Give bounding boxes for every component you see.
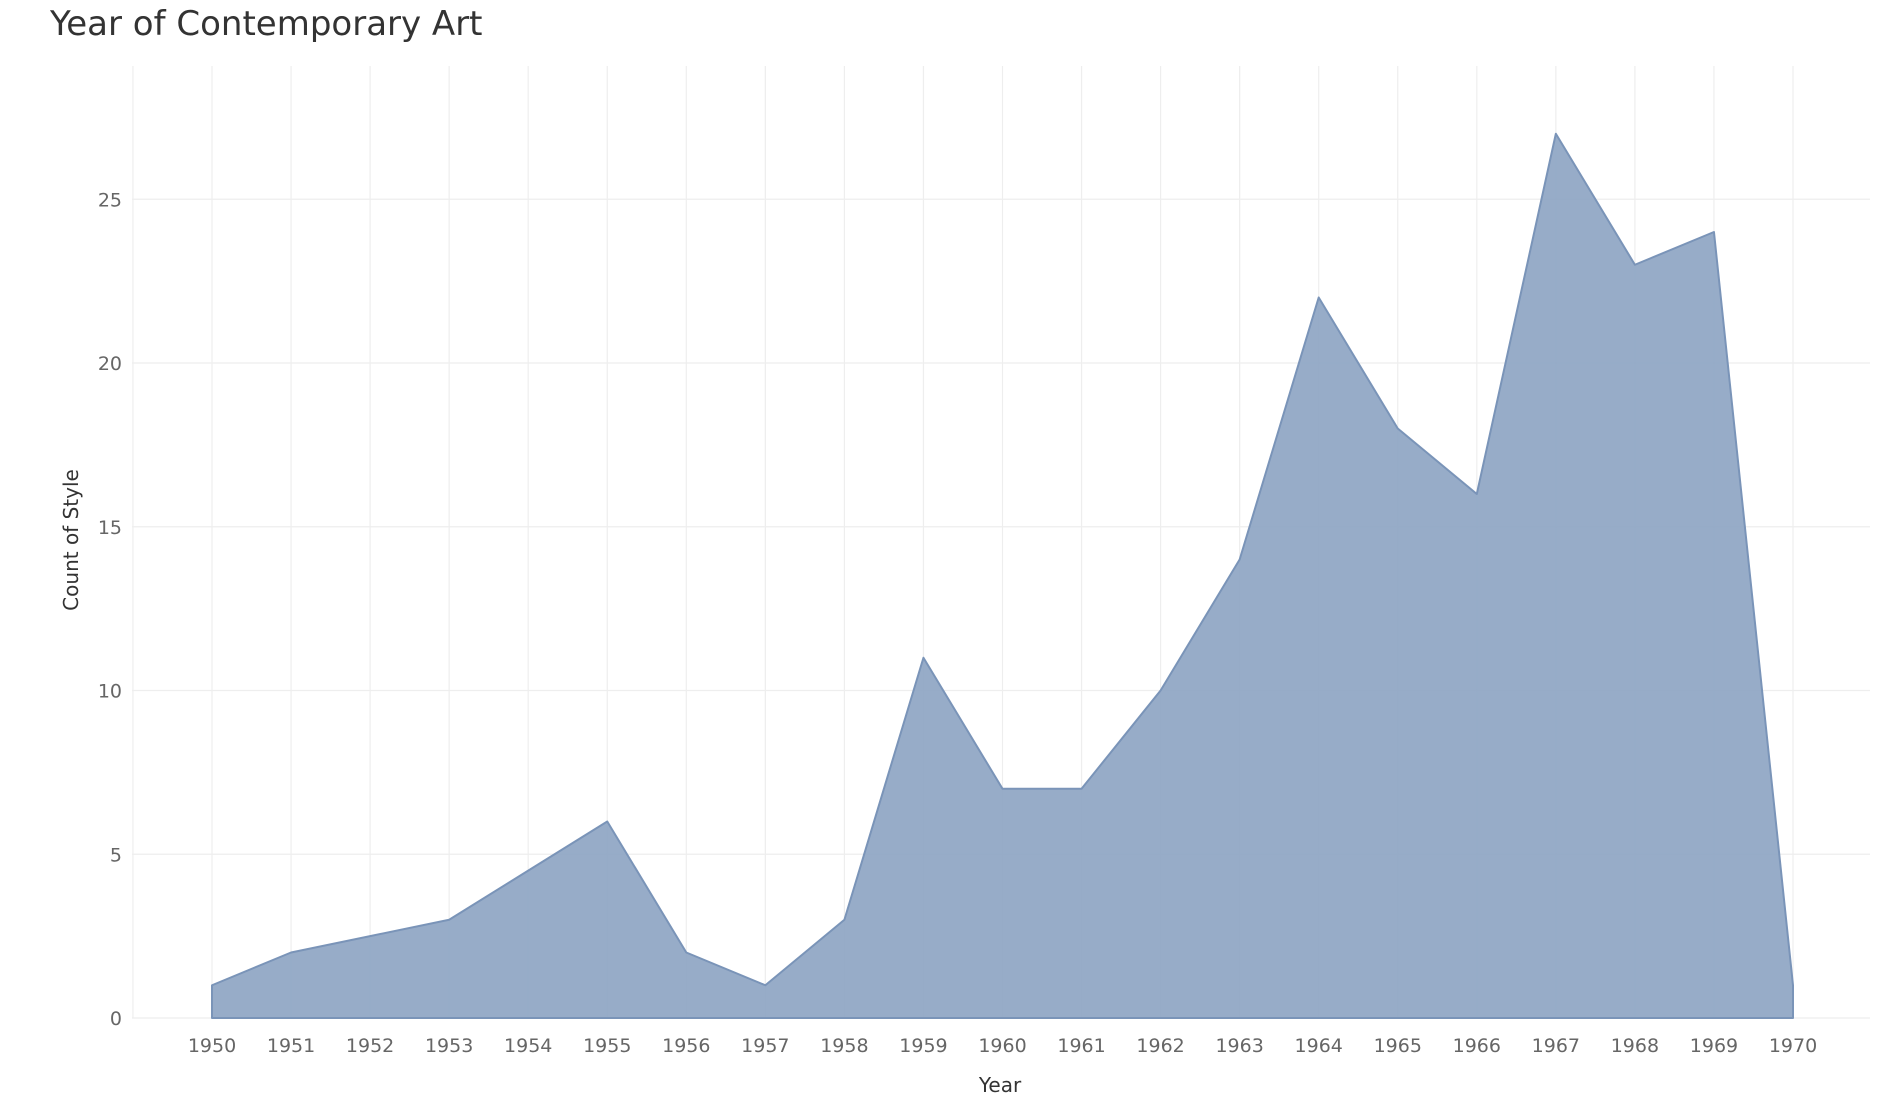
data-point-1955 [605, 820, 609, 824]
data-point-1962 [1159, 689, 1163, 693]
x-tick-label: 1952 [346, 1035, 394, 1057]
x-tick-label: 1967 [1532, 1035, 1580, 1057]
data-point-1957 [763, 983, 767, 987]
x-tick-label: 1954 [504, 1035, 552, 1057]
y-tick-label: 25 [98, 189, 122, 211]
area-series [210, 132, 1795, 1019]
data-point-1950 [210, 983, 214, 987]
data-point-1960 [1001, 787, 1005, 791]
x-tick-label: 1959 [899, 1035, 947, 1057]
x-axis-ticks: 1950 1951 1952 1953 1954 1955 1956 1957 1958 1959… [188, 1035, 1817, 1057]
x-tick-label: 1951 [267, 1035, 315, 1057]
x-tick-label: 1968 [1611, 1035, 1659, 1057]
y-tick-label: 20 [98, 353, 122, 375]
y-tick-label: 5 [110, 844, 122, 866]
x-tick-label: 1965 [1374, 1035, 1422, 1057]
chart-title: Year of Contemporary Art [50, 4, 483, 44]
x-tick-label: 1962 [1136, 1035, 1184, 1057]
data-point-1951 [289, 951, 293, 955]
y-axis-ticks: 0 5 10 15 20 25 [98, 189, 122, 1030]
x-tick-label: 1969 [1690, 1035, 1738, 1057]
data-point-1956 [684, 951, 688, 955]
data-point-1959 [921, 656, 925, 660]
data-point-1969 [1712, 230, 1716, 234]
x-tick-label: 1966 [1453, 1035, 1501, 1057]
y-tick-label: 15 [98, 517, 122, 539]
data-point-1958 [842, 918, 846, 922]
x-tick-label: 1970 [1769, 1035, 1817, 1057]
data-point-1970 [1791, 983, 1795, 987]
data-point-1961 [1080, 787, 1084, 791]
data-point-1952 [368, 934, 372, 938]
area-fill [211, 132, 1794, 1019]
x-tick-label: 1963 [1215, 1035, 1263, 1057]
x-tick-label: 1956 [662, 1035, 710, 1057]
data-point-1967 [1554, 132, 1558, 136]
x-tick-label: 1960 [978, 1035, 1026, 1057]
x-tick-label: 1958 [820, 1035, 868, 1057]
x-axis-title: Year [978, 1073, 1022, 1097]
y-tick-label: 10 [98, 681, 122, 703]
data-point-1964 [1317, 296, 1321, 300]
x-tick-label: 1953 [425, 1035, 473, 1057]
data-point-1966 [1475, 492, 1479, 496]
x-tick-label: 1950 [188, 1035, 236, 1057]
data-point-1963 [1238, 558, 1242, 562]
data-point-1953 [447, 918, 451, 922]
x-tick-label: 1961 [1057, 1035, 1105, 1057]
y-tick-label: 0 [110, 1008, 122, 1030]
x-tick-label: 1964 [1295, 1035, 1343, 1057]
x-tick-label: 1955 [583, 1035, 631, 1057]
x-tick-label: 1957 [741, 1035, 789, 1057]
data-point-1965 [1396, 427, 1400, 431]
y-axis-title: Count of Style [59, 469, 83, 611]
data-point-1968 [1633, 263, 1637, 267]
data-point-1954 [526, 869, 530, 873]
